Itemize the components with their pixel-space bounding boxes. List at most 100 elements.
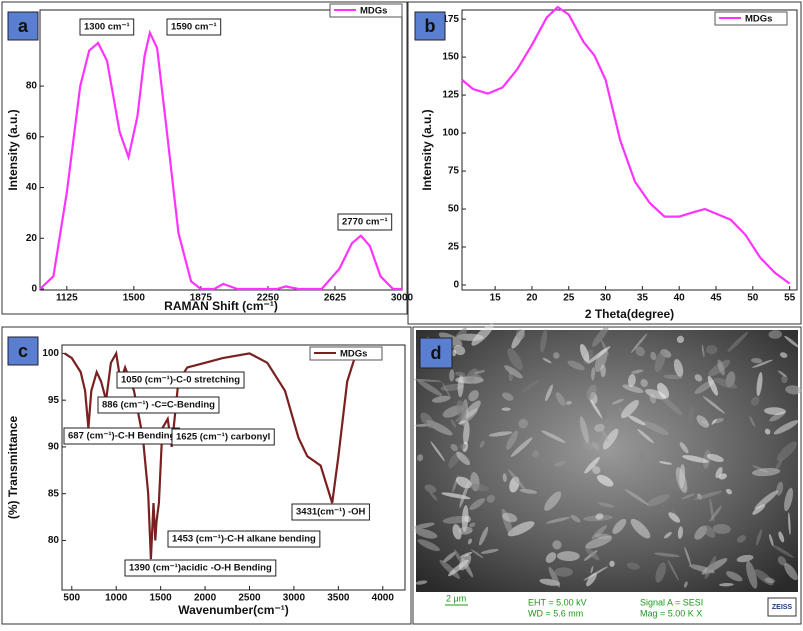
- sem-flake: [726, 571, 743, 582]
- sem-flake: [784, 563, 798, 581]
- sem-flake: [583, 566, 608, 581]
- sem-flake: [781, 374, 788, 384]
- panel-label-box: [414, 11, 446, 41]
- sem-flake: [725, 488, 733, 495]
- x-tick-label: 55: [784, 293, 796, 304]
- sem-flake: [595, 513, 604, 520]
- sem-flake: [709, 498, 714, 522]
- brand-box: [767, 597, 797, 617]
- annotation: 1453 (cm⁻¹)-C-H alkane bending: [172, 534, 316, 545]
- legend-box: [329, 3, 403, 18]
- sem-flake: [420, 412, 435, 429]
- sem-flake: [618, 406, 631, 429]
- y-axis-label: Intensity (a.u.): [420, 109, 434, 190]
- sem-flake: [415, 528, 438, 539]
- sem-flake: [650, 351, 657, 361]
- y-tick-label: 90: [48, 442, 60, 453]
- sem-flake: [582, 441, 595, 450]
- sem-flake: [751, 358, 763, 364]
- annotation-box: [79, 18, 135, 36]
- sem-flake: [706, 453, 724, 463]
- sem-flake: [750, 396, 760, 406]
- annotation: 1625 (cm⁻¹) carbonyl: [176, 432, 270, 443]
- sem-flake: [590, 565, 594, 574]
- sem-flake: [540, 329, 548, 353]
- sem-flake: [736, 554, 754, 563]
- sem-flake: [785, 385, 802, 395]
- y-tick-label: 150: [442, 52, 459, 63]
- sem-flake: [630, 333, 648, 353]
- annotation: 1050 (cm⁻¹)-C-0 stretching: [121, 375, 240, 386]
- sem-flake: [579, 416, 589, 444]
- sem-flake: [453, 345, 466, 356]
- sem-flake: [688, 406, 695, 425]
- sem-flake: [479, 440, 485, 448]
- sem-flake: [469, 522, 476, 528]
- sem-flake: [553, 461, 566, 467]
- sem-flake: [694, 490, 722, 500]
- y-tick-label: 40: [26, 182, 38, 193]
- sem-flake: [713, 377, 737, 389]
- sem-flake: [776, 481, 784, 496]
- sem-flake: [654, 350, 666, 373]
- sem-flake: [586, 572, 597, 587]
- sem-flake: [696, 415, 709, 428]
- sem-flake: [784, 487, 793, 512]
- sem-flake: [545, 552, 557, 563]
- sem-flake: [642, 421, 669, 436]
- sem-flake: [542, 357, 552, 364]
- sem-flake: [507, 521, 535, 537]
- sem-flake: [554, 567, 573, 577]
- sem-flake: [778, 370, 787, 377]
- sem-flake: [585, 535, 613, 549]
- sem-flake: [712, 523, 731, 534]
- panel-label: d: [431, 343, 442, 363]
- sem-flake: [658, 461, 673, 465]
- sem-flake: [415, 580, 428, 585]
- eht-text: EHT = 5.00 kV: [528, 597, 587, 607]
- sem-image: [411, 323, 802, 592]
- sem-flake: [717, 359, 725, 376]
- scale-text: 2 μm: [446, 593, 466, 603]
- sem-flake: [749, 416, 756, 427]
- sem-flake: [727, 331, 749, 352]
- x-axis-label: RAMAN Shift (cm⁻¹): [164, 299, 278, 313]
- x-tick-label: 1500: [150, 593, 173, 604]
- sem-flake: [565, 400, 572, 405]
- y-tick-label: 100: [42, 348, 59, 359]
- sem-flake: [639, 451, 649, 468]
- y-tick-label: 85: [48, 488, 60, 499]
- sem-flake: [773, 420, 799, 435]
- annotation-box: [116, 371, 245, 389]
- sem-flake: [586, 384, 597, 401]
- sem-flake: [702, 396, 725, 414]
- sem-flake: [754, 490, 778, 510]
- sem-flake: [677, 526, 683, 539]
- sem-flake: [587, 346, 611, 364]
- x-axis-label: 2 Theta(degree): [585, 307, 674, 321]
- sem-flake: [752, 504, 766, 515]
- sem-flake: [778, 531, 785, 543]
- sem-flake: [612, 518, 627, 534]
- plot-area: [39, 9, 403, 291]
- sem-flake: [655, 562, 666, 583]
- y-tick-label: 0: [31, 284, 37, 295]
- sem-flake: [570, 514, 581, 523]
- x-tick-label: 3000: [283, 593, 306, 604]
- sem-flake: [625, 453, 634, 463]
- annotation-box: [97, 396, 220, 414]
- data-line: [39, 29, 402, 291]
- x-tick-label: 45: [710, 293, 722, 304]
- sem-flake: [450, 419, 457, 428]
- panel-frame: [1, 326, 412, 625]
- sem-flake: [626, 562, 640, 570]
- sem-flake: [449, 369, 455, 382]
- sem-flake: [463, 421, 470, 445]
- y-tick-label: 125: [442, 90, 459, 101]
- sem-flake: [755, 529, 762, 546]
- sem-flake: [452, 524, 462, 540]
- sem-flake: [453, 549, 462, 563]
- sem-flake: [764, 407, 787, 415]
- sem-flake: [467, 538, 472, 545]
- sem-flake: [424, 484, 437, 493]
